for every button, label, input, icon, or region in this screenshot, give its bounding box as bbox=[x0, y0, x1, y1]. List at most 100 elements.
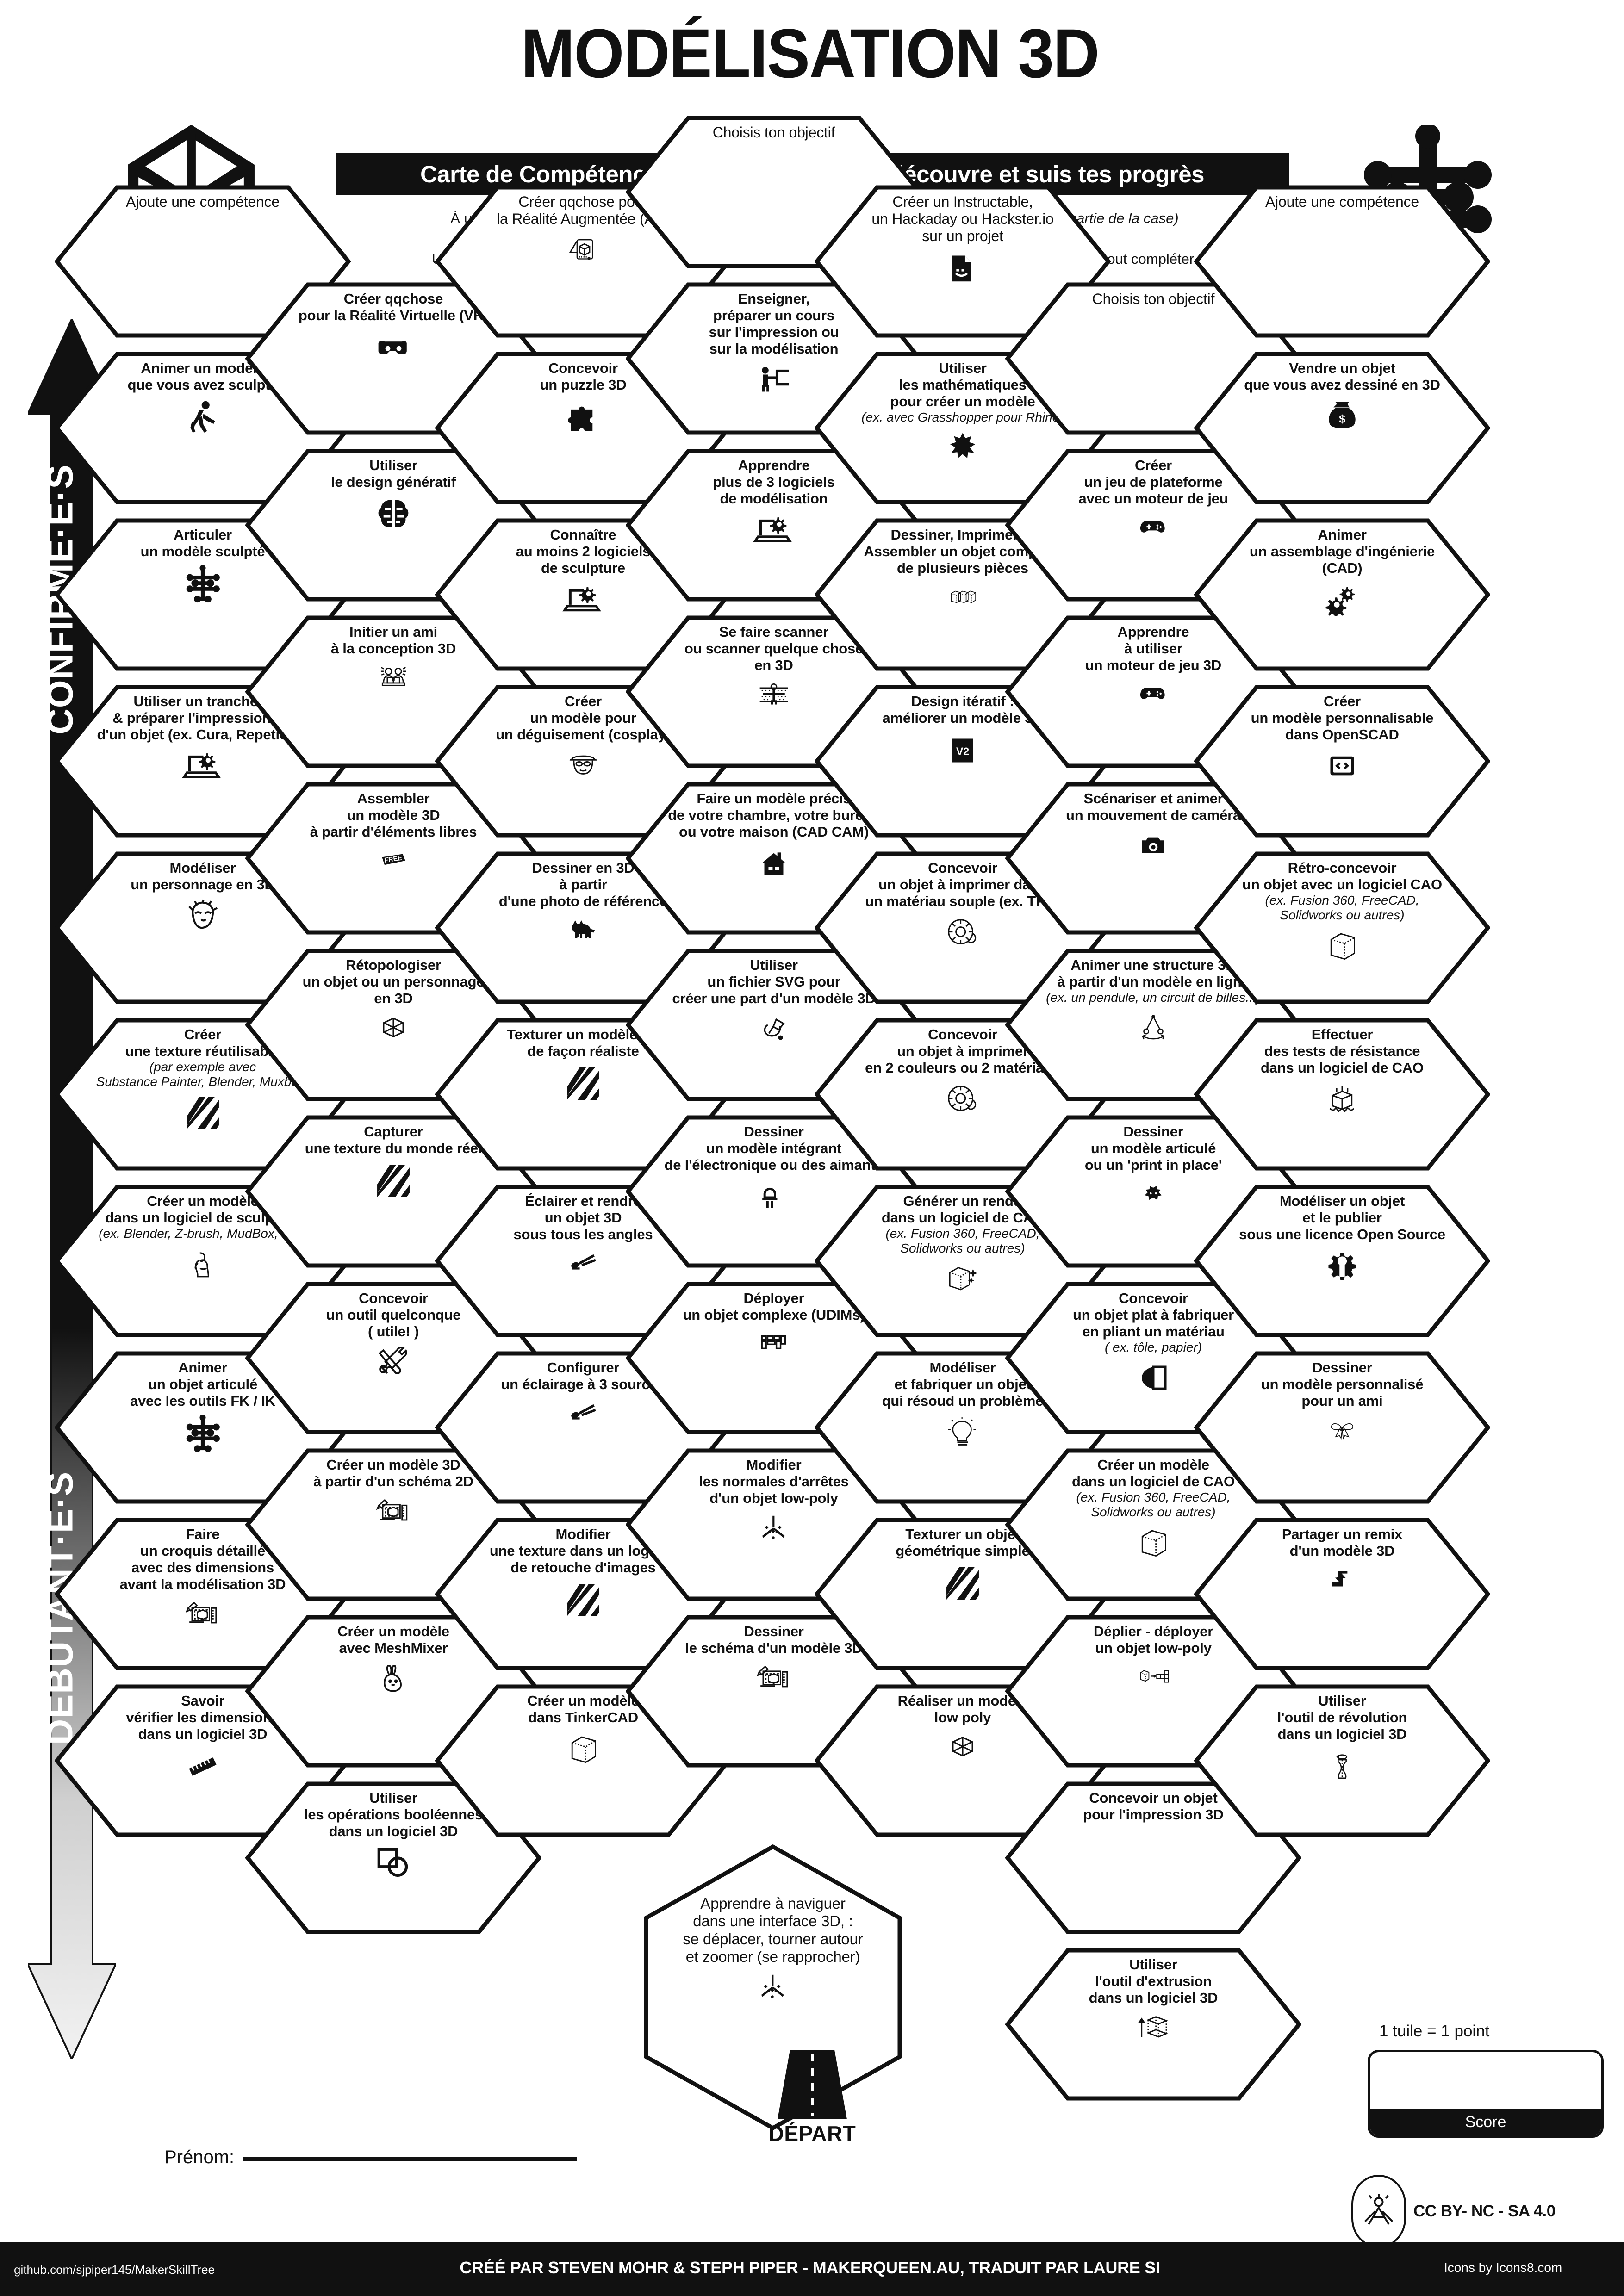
skill-tile-line: Vendre un objet bbox=[1289, 360, 1395, 376]
skill-tile-label: Texturer un objet géométrique simple bbox=[824, 1526, 1101, 1559]
skill-tile-line: le schéma d'un modèle 3D bbox=[685, 1639, 863, 1656]
skill-tile-subline: (ex. un pendule, un circuit de billes...… bbox=[1046, 990, 1261, 1005]
skill-tile-label: Apprendre à naviguer dans une interface 3… bbox=[657, 1895, 889, 1966]
skill-tile[interactable]: Vendre un objet que vous avez dessiné en … bbox=[1194, 352, 1490, 504]
skill-tile-label: Utiliser le design génératif bbox=[255, 457, 532, 490]
skill-tile-label: Créer qqchose pour la Réalité Augmentée (… bbox=[444, 193, 722, 228]
normals-icon bbox=[757, 1509, 790, 1552]
skill-tile-line: d'un objet (ex. Cura, Repetier...) bbox=[97, 726, 309, 743]
ar-tablet-icon bbox=[563, 230, 603, 273]
skill-tile-label: Apprendre à utiliser un moteur de jeu 3D bbox=[1014, 624, 1292, 674]
skill-tile[interactable]: Utiliser les opérations booléennes dans un… bbox=[245, 1781, 541, 1934]
skill-tile[interactable]: Effectuer des tests de résistance dans un … bbox=[1194, 1018, 1490, 1171]
skill-tile[interactable]: Créer un modèle personnalisable dans OpenS… bbox=[1194, 685, 1490, 838]
skill-tile-line: les normales d'arrêtes bbox=[699, 1473, 849, 1489]
skill-tile-line: dans une interface 3D, : bbox=[693, 1912, 853, 1930]
skill-tile-line: Enseigner, bbox=[738, 291, 810, 307]
skill-tile-label: Rétro-concevoir un objet avec un logiciel… bbox=[1203, 860, 1481, 893]
name-field[interactable]: Prénom: bbox=[164, 2147, 577, 2168]
skill-tile-label: Modifier les normales d'arrêtes d'un objet… bbox=[635, 1457, 913, 1507]
skill-tile-line: les mathématiques bbox=[899, 376, 1027, 393]
skill-tile-line: Dessiner bbox=[744, 1623, 804, 1639]
skill-tile-line: dans un logiciel de CAO bbox=[1072, 1473, 1235, 1489]
skill-tile-label: Dessiner un modèle intégrant de l'électron… bbox=[635, 1123, 913, 1173]
statue-icon bbox=[188, 1244, 217, 1286]
skill-tile-line: ou scanner quelque chose bbox=[684, 640, 864, 657]
skill-tile-note: (ex. Fusion 360, FreeCAD, Solidworks ou a… bbox=[1014, 1490, 1292, 1520]
skill-tile-line: dans un logiciel 3D bbox=[1277, 1725, 1407, 1742]
prenom-input-line[interactable] bbox=[243, 2157, 577, 2161]
skill-tile-line: Modifier bbox=[555, 1526, 611, 1542]
skill-tile-line: le design génératif bbox=[330, 473, 456, 490]
repo-link[interactable]: github.com/sjpiper145/MakerSkillTree bbox=[14, 2263, 215, 2277]
skill-tile-line: Apprendre bbox=[738, 457, 810, 473]
skill-tile-label: Concevoir un objet à imprimer dans un maté… bbox=[824, 860, 1101, 910]
skill-tile-line: Créer bbox=[184, 1026, 221, 1043]
walking-person-icon bbox=[185, 396, 221, 439]
skill-tile-line: Savoir bbox=[181, 1693, 224, 1709]
skill-tile-line: Assembler bbox=[357, 790, 430, 807]
studio-light-icon bbox=[562, 1246, 604, 1288]
skill-tile-line: en 2 couleurs ou 2 matériaux bbox=[865, 1059, 1060, 1076]
skill-tile-label: Modéliser et fabriquer un objet qui résoud… bbox=[824, 1359, 1101, 1409]
skill-tile-label: Initier un ami à la conception 3D bbox=[255, 624, 532, 657]
svg-text:FREE: FREE bbox=[384, 854, 403, 864]
skill-tile[interactable]: Dessiner un modèle personnalisé pour un am… bbox=[1194, 1351, 1490, 1504]
skill-tile-line: géométrique simple bbox=[896, 1542, 1030, 1559]
skill-tile-note: (par exemple avec Substance Painter, Blen… bbox=[64, 1060, 342, 1089]
skill-tile[interactable]: Animer un assemblage d'ingénierie (CAD) bbox=[1194, 518, 1490, 671]
skill-tile[interactable]: Partager un remix d'un modèle 3D bbox=[1194, 1518, 1490, 1670]
bulb-icon bbox=[945, 1412, 980, 1455]
skill-tile-line: Utiliser bbox=[750, 957, 798, 973]
gift-bow-icon bbox=[1321, 1412, 1363, 1455]
skill-tile-line: Dessiner bbox=[744, 1123, 804, 1140]
skill-tile-line: un Hackaday ou Hackster.io bbox=[871, 211, 1054, 228]
rigging-icon bbox=[184, 1412, 222, 1455]
score-box[interactable]: Score bbox=[1368, 2050, 1604, 2138]
skill-tile-label: Utiliser un trancheur & préparer l'impres… bbox=[64, 693, 342, 743]
skill-tile-label: Créer un modèle pour un déguisement (cospl… bbox=[444, 693, 722, 743]
skill-tile-subline: Solidworks ou autres) bbox=[1091, 1504, 1216, 1519]
skill-tile-line: sous tous les angles bbox=[513, 1226, 653, 1242]
skill-tile-label: Créer un modèle 3D à partir d'un schéma 2… bbox=[255, 1457, 532, 1490]
hatch-texture-icon bbox=[376, 1160, 411, 1202]
skill-tile[interactable]: Ajoute une compétence bbox=[1194, 185, 1490, 338]
skill-tile-line: Dessiner en 3D bbox=[532, 860, 635, 876]
skill-tile-line: de façon réaliste bbox=[527, 1043, 639, 1059]
skill-tile-line: de retouche d'images bbox=[510, 1559, 656, 1576]
skill-tile-line: avec un moteur de jeu bbox=[1078, 490, 1228, 507]
vr-goggles-icon bbox=[371, 327, 416, 369]
skill-tile-line: Rétopologiser bbox=[346, 957, 441, 973]
skill-tile-line: à partir d'éléments libres bbox=[310, 823, 477, 840]
skill-tile[interactable]: Apprendre à naviguer dans une interface 3… bbox=[643, 1844, 902, 2131]
skill-tile[interactable]: Utiliser l'outil de révolution dans un log… bbox=[1194, 1684, 1490, 1837]
skill-tile-line: Créer un modèle bbox=[527, 1693, 639, 1709]
money-bag-icon: $ bbox=[1325, 396, 1359, 439]
prenom-label: Prénom: bbox=[164, 2147, 235, 2167]
skill-tile-line: Partager un remix bbox=[1282, 1526, 1403, 1542]
skill-tile-line: Créer bbox=[1135, 457, 1172, 473]
score-label: Score bbox=[1370, 2109, 1601, 2135]
skill-tile-line: un puzzle 3D bbox=[540, 376, 627, 393]
skill-tile-label: Ajoute une compétence bbox=[64, 193, 342, 211]
skill-tile-line: Texturer un objet bbox=[905, 1526, 1020, 1542]
dotted-cube-icon bbox=[1136, 1522, 1171, 1565]
skill-tile[interactable]: Modéliser un objet et le publier sous une … bbox=[1194, 1185, 1490, 1337]
skill-tile[interactable]: Utiliser l'outil d'extrusion dans un logic… bbox=[1005, 1948, 1301, 2101]
dotted-cube-icon bbox=[1325, 925, 1360, 968]
skill-tile-line: avec des dimensions bbox=[131, 1559, 274, 1576]
maker-badge-icon bbox=[1351, 2175, 1406, 2248]
skill-tile-subline: (ex. Blender, Z-brush, MudBox, etc.) bbox=[99, 1226, 307, 1241]
skill-tile[interactable]: Rétro-concevoir un objet avec un logiciel… bbox=[1194, 851, 1490, 1004]
skill-tile-line: sur un projet bbox=[922, 228, 1003, 245]
skill-tile-line: à la conception 3D bbox=[330, 640, 456, 657]
start-marker: DÉPART bbox=[768, 2050, 856, 2149]
skill-tile-line: avec les outils FK / IK bbox=[130, 1392, 276, 1409]
skill-tile-line: à partir bbox=[559, 876, 607, 893]
gamepad-icon bbox=[1132, 510, 1175, 552]
skill-tile[interactable]: Créer un Instructable, un Hackaday ou Hac… bbox=[815, 185, 1111, 338]
document-icon bbox=[948, 248, 977, 290]
skill-tile-line: dans un logiciel de CAD bbox=[881, 1209, 1044, 1226]
skill-tile-label: Faire un modèle précis de votre chambre, … bbox=[635, 790, 913, 840]
skill-tile-line: Design itératif : bbox=[911, 693, 1014, 709]
